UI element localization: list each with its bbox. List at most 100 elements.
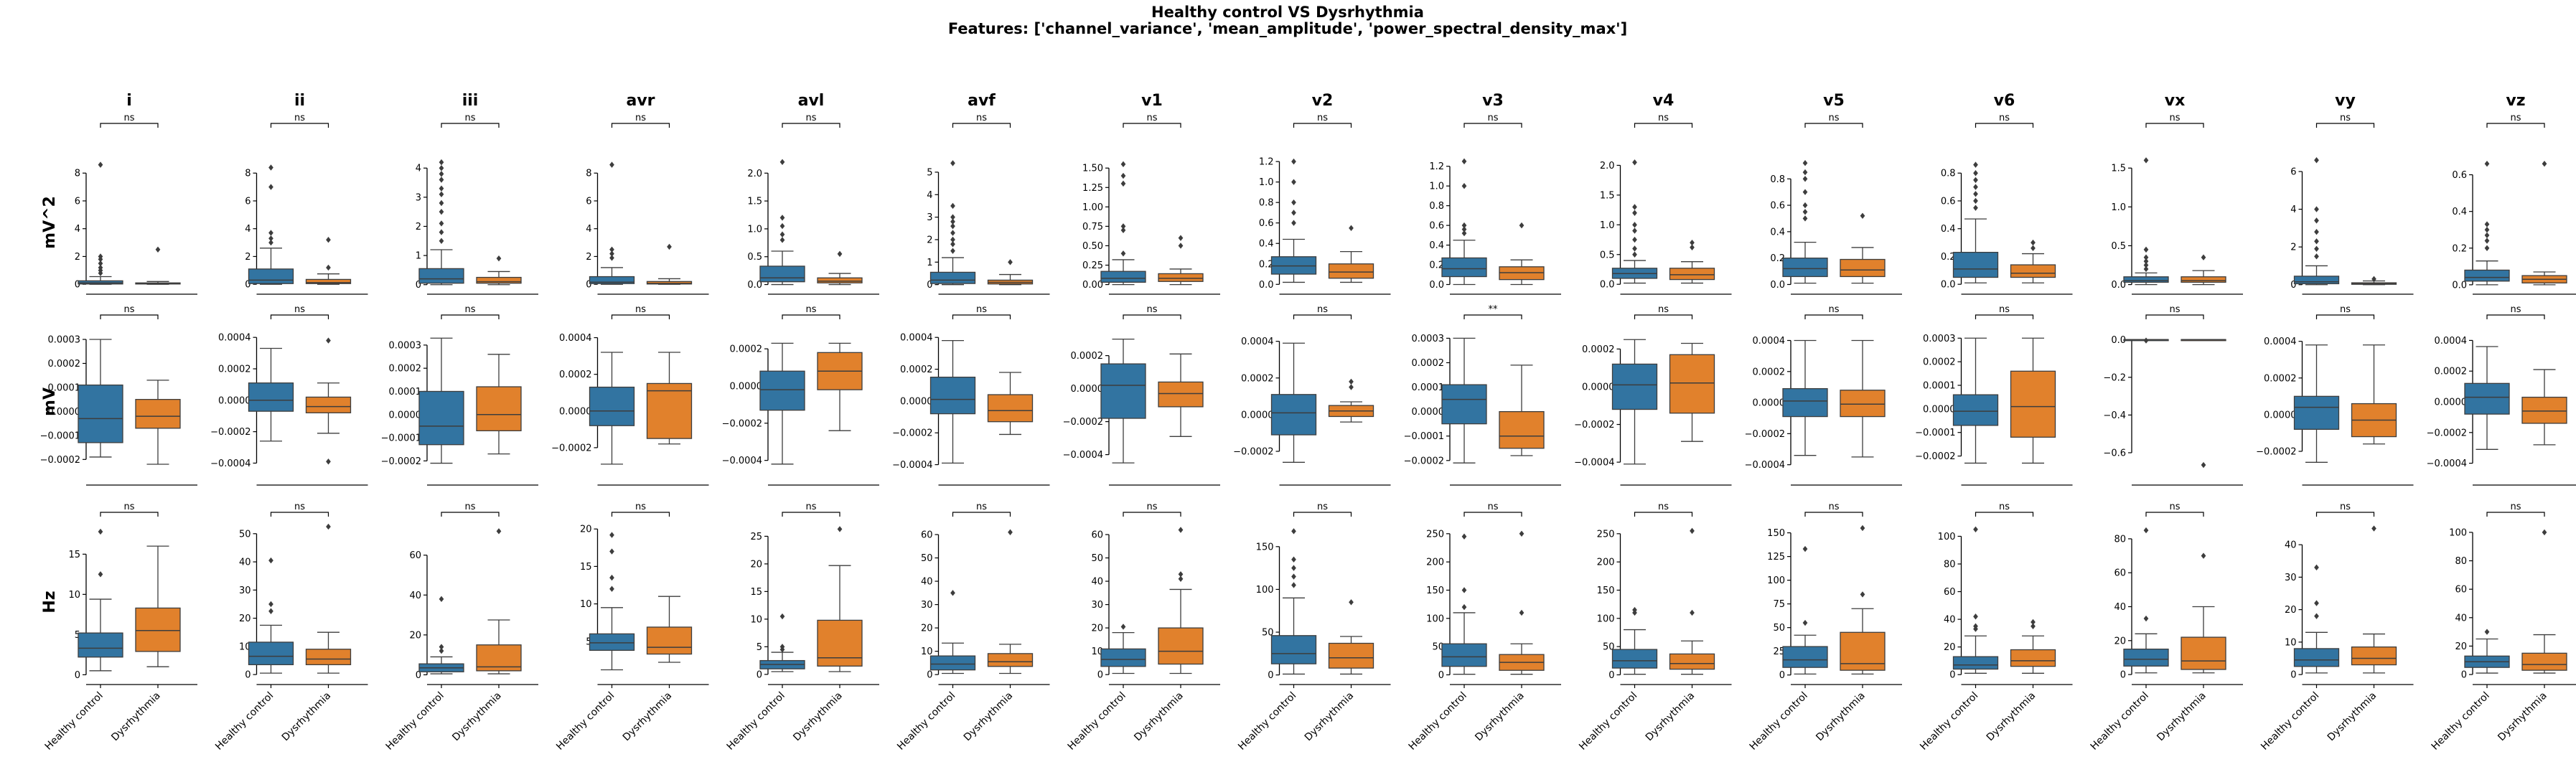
box-iqr — [1499, 410, 1545, 449]
outlier-point — [98, 253, 103, 260]
significance-bracket — [1123, 123, 1181, 128]
box-healthy-control — [1952, 526, 1999, 674]
y-tick-label: 20 — [1944, 642, 1956, 653]
y-tick-label: 1.25 — [1082, 183, 1103, 194]
significance-annotation: ns — [441, 502, 500, 517]
outlier-point — [2201, 254, 2206, 260]
box-iqr — [2010, 649, 2056, 667]
outlier-point — [326, 264, 331, 271]
box-healthy-control — [1441, 533, 1487, 675]
outlier-point — [98, 571, 103, 578]
y-tick-label: 50 — [1262, 628, 1274, 639]
outlier-point — [1632, 159, 1637, 166]
outlier-point — [2201, 553, 2206, 559]
y-tick-label: 0.0000 — [1241, 410, 1274, 420]
box-dysrhythmia — [1669, 527, 1715, 675]
box-dysrhythmia — [817, 526, 863, 672]
significance-annotation: ns — [1123, 113, 1181, 128]
box-iqr — [2293, 648, 2340, 667]
box-healthy-control — [759, 613, 805, 672]
outlier-point — [1008, 529, 1013, 535]
box-healthy-control — [929, 160, 976, 286]
outlier-point — [2143, 265, 2149, 273]
panel-mean_amplitude-v5: −0.0004 −0.0002 0.0000 0.0002 0.0004 ns — [1745, 304, 1902, 486]
outlier-point — [439, 644, 444, 650]
y-tick-label: 0 — [1608, 670, 1614, 681]
y-tick-label: −0.0004 — [1063, 450, 1103, 461]
y-tick-label: 2.0 — [1600, 161, 1615, 171]
outlier-point — [439, 647, 444, 654]
significance-annotation: ns — [611, 502, 670, 517]
panel-mean_amplitude-vz: −0.0004 −0.0002 0.0000 0.0002 0.0004 ns — [2427, 304, 2576, 486]
column-title-i: i — [126, 92, 132, 110]
outlier-point — [1349, 378, 1354, 385]
significance-bracket — [611, 123, 670, 128]
outlier-point — [1860, 591, 1865, 598]
y-tick-label: 10 — [1091, 646, 1103, 657]
outlier-point — [779, 222, 785, 230]
outlier-point — [1690, 239, 1695, 246]
significance-label: ns — [294, 304, 305, 315]
significance-label: ns — [805, 304, 816, 315]
y-tick-label: 0.0001 — [48, 382, 81, 393]
y-tick-label: 0.2 — [1429, 260, 1444, 271]
outlier-point — [1802, 189, 1808, 195]
significance-label: ns — [635, 113, 646, 123]
x-category-label: Healthy control — [1236, 690, 1298, 753]
outlier-point — [268, 557, 273, 564]
box-iqr — [1270, 635, 1317, 664]
box-dysrhythmia — [305, 337, 352, 465]
outlier-point — [609, 255, 614, 261]
box-healthy-control — [418, 159, 464, 286]
box-healthy-control — [1270, 528, 1317, 675]
y-tick-label: 60 — [921, 530, 933, 541]
y-tick-label: 40 — [921, 577, 933, 588]
significance-annotation: ns — [952, 304, 1011, 319]
significance-label: ns — [464, 113, 475, 123]
y-tick-label: 0 — [2290, 280, 2296, 291]
outlier-point — [1860, 212, 1865, 219]
panel-mean_amplitude-vy: −0.0002 0.0000 0.0002 0.0004 ns — [2256, 304, 2414, 486]
x-category-label: Dysrhythmia — [1985, 690, 2038, 744]
box-iqr — [135, 399, 181, 429]
y-tick-label: 0.0000 — [1753, 398, 1786, 409]
row-ylabel-2: Hz — [41, 591, 59, 613]
significance-annotation: ns — [2486, 502, 2545, 517]
outlier-point — [2314, 238, 2319, 245]
significance-annotation: ns — [2315, 113, 2375, 128]
box-dysrhythmia — [1499, 222, 1545, 286]
outlier-point — [1973, 526, 1978, 532]
outlier-point — [268, 184, 273, 190]
y-tick-label: −0.0004 — [892, 460, 932, 471]
column-title-vx: vx — [2165, 92, 2186, 110]
y-tick-label: 0.5 — [747, 252, 762, 263]
x-category-label: Healthy control — [1066, 690, 1128, 753]
y-tick-label: 5 — [75, 630, 80, 641]
x-category-label: Healthy control — [1577, 690, 1639, 753]
outlier-point — [1120, 227, 1126, 234]
y-tick-label: 0.0002 — [48, 359, 81, 370]
significance-bracket — [441, 314, 500, 319]
column-title-vz: vz — [2506, 92, 2525, 110]
y-tick-label: 0.0002 — [389, 364, 422, 375]
outlier-point — [1973, 161, 1978, 168]
x-category-label: Healthy control — [895, 690, 957, 753]
row-ylabel-1: mV — [41, 387, 59, 416]
box-iqr — [2293, 276, 2340, 285]
outlier-point — [1178, 243, 1184, 249]
outlier-point — [1973, 191, 1978, 197]
y-tick-label: 20 — [409, 630, 421, 641]
box-healthy-control — [1441, 158, 1487, 286]
box-dysrhythmia — [135, 545, 181, 667]
y-tick-label: 0.8 — [1941, 169, 1956, 179]
y-tick-label: 40 — [2455, 613, 2467, 624]
y-tick-label: −0.0002 — [1404, 456, 1444, 466]
y-tick-label: 150 — [1597, 586, 1615, 596]
box-iqr — [929, 271, 976, 284]
significance-annotation: ns — [1975, 113, 2034, 128]
significance-bracket — [1463, 314, 1522, 319]
box-iqr — [135, 607, 181, 652]
y-tick-label: 0 — [757, 669, 762, 680]
box-dysrhythmia — [817, 342, 863, 431]
y-tick-label: 0.0002 — [900, 365, 933, 375]
